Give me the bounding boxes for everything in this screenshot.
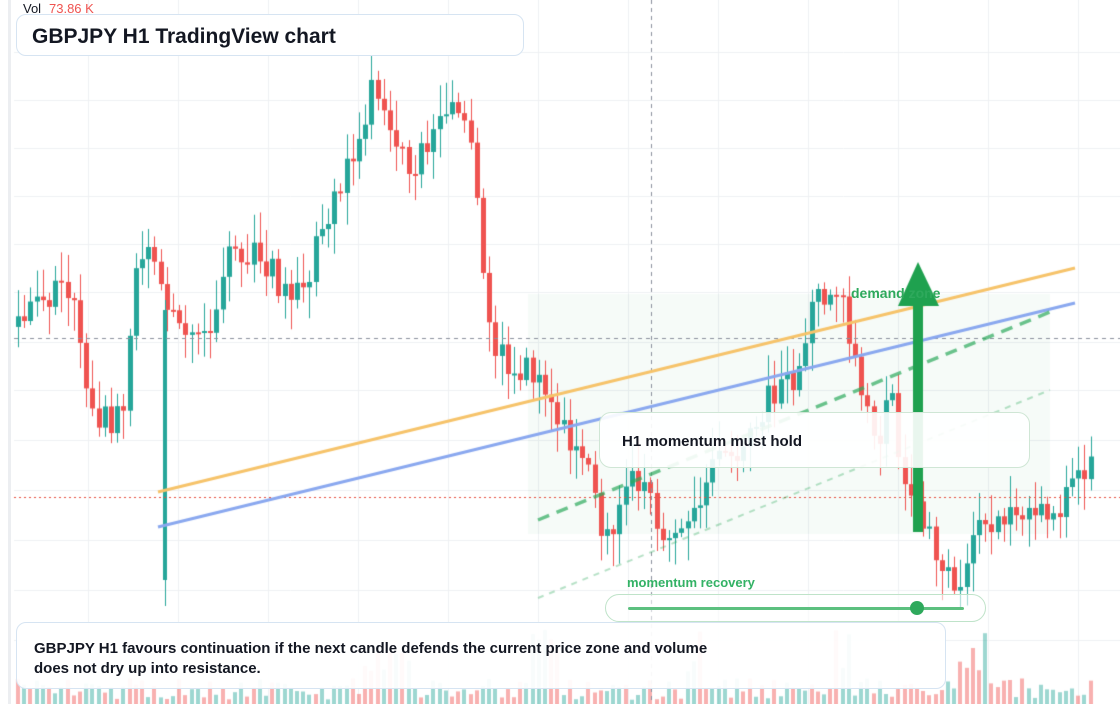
- momentum-hold-text: H1 momentum must hold: [622, 433, 803, 450]
- momentum-meter-thumb: [909, 601, 924, 615]
- momentum-hold-callout: H1 momentum must hold: [599, 412, 1030, 468]
- demand-zone-label: demand zone: [851, 285, 941, 301]
- momentum-recovery-meter: [605, 594, 986, 622]
- analysis-note-panel: GBPJPY H1 favours continuation if the ne…: [16, 622, 946, 689]
- volume-value: 73.86 K: [49, 1, 94, 16]
- momentum-meter-track: [628, 607, 964, 610]
- momentum-recovery-label: momentum recovery: [627, 575, 755, 590]
- chart-left-edge: [0, 0, 11, 704]
- volume-label: Vol: [23, 1, 42, 16]
- chart-title-panel: GBPJPY H1 TradingView chart: [16, 14, 524, 56]
- analysis-note-text: GBPJPY H1 favours continuation if the ne…: [34, 640, 708, 677]
- chart-title: GBPJPY H1 TradingView chart: [32, 25, 336, 48]
